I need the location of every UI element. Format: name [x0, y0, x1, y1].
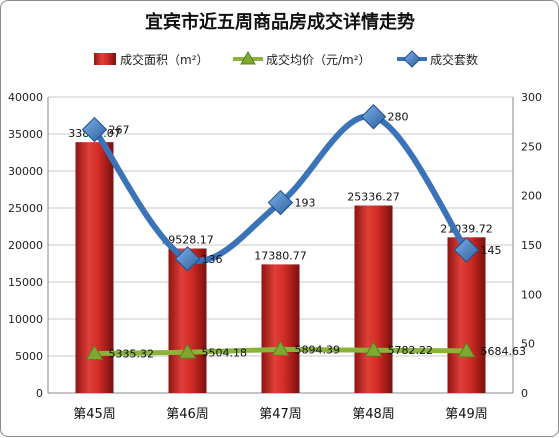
x-category-label: 第45周 [73, 407, 116, 422]
count-data-label: 145 [481, 244, 502, 257]
bar-series [75, 142, 486, 393]
bar-data-label: 21039.72 [440, 222, 493, 235]
bar-data-label: 25336.27 [347, 191, 400, 204]
y-left-tick-label: 15000 [8, 276, 43, 289]
count-line-series: 267 136 193 280 145 [81, 104, 502, 272]
legend: 成交面积（m²） 成交均价（元/m²） 成交套数 [94, 50, 478, 68]
count-data-label: 193 [295, 197, 316, 210]
price-data-label: 5782.22 [388, 344, 434, 357]
price-marker [364, 341, 383, 357]
price-data-label: 5684.63 [481, 345, 527, 358]
y-right-tick-label: 50 [521, 338, 535, 351]
price-marker [457, 341, 476, 358]
y-left-tick-label: 20000 [8, 239, 43, 252]
count-data-label: 136 [202, 253, 223, 266]
count-marker [360, 104, 387, 130]
bar [261, 264, 300, 393]
x-category-label: 第48周 [352, 407, 395, 422]
legend-swatch-price-marker [240, 51, 256, 65]
bar [168, 248, 207, 393]
bar [354, 205, 393, 393]
count-marker [267, 189, 294, 216]
legend-swatch-bar [94, 53, 116, 65]
x-category-label: 第47周 [259, 407, 302, 422]
count-marker [81, 116, 108, 143]
x-category-label: 第46周 [166, 407, 209, 422]
y-left-tick-label: 5000 [15, 350, 43, 363]
y-right-tick-label: 0 [521, 387, 528, 400]
x-axis-ticks: 第45周 第46周 第47周 第48周 第49周 [73, 407, 488, 422]
bar [447, 237, 486, 393]
legend-label: 成交套数 [430, 52, 478, 67]
y-left-tick-label: 35000 [8, 128, 43, 141]
price-marker [85, 344, 104, 361]
y-right-tick-label: 250 [521, 140, 542, 153]
legend-label: 成交面积（m²） [120, 52, 209, 67]
y-left-axis-ticks: 0 5000 10000 15000 20000 25000 30000 35000 40000 [8, 91, 43, 400]
price-marker [271, 340, 290, 356]
x-category-label: 第49周 [445, 407, 488, 422]
bar-data-label: 19528.17 [161, 233, 214, 246]
y-right-tick-label: 150 [521, 239, 542, 252]
price-data-label: 5504.18 [202, 346, 248, 359]
count-data-label: 267 [109, 124, 130, 137]
price-data-label: 5894.39 [295, 343, 341, 356]
chart-title: 宜宾市近五周商品房成交详情走势 [145, 11, 415, 33]
bar-data-label: 17380.77 [254, 249, 307, 262]
legend-swatch-count-marker [403, 50, 421, 68]
y-left-tick-label: 30000 [8, 165, 43, 178]
price-line-series: 5335.32 5504.18 5894.39 5782.22 5684.63 [85, 340, 527, 361]
legend-label: 成交均价（元/m²） [266, 52, 371, 67]
y-right-tick-label: 300 [521, 91, 542, 104]
y-right-axis-ticks: 0 50 100 150 200 250 300 [521, 91, 542, 400]
y-left-tick-label: 10000 [8, 313, 43, 326]
count-marker [174, 246, 201, 272]
y-right-tick-label: 200 [521, 190, 542, 203]
y-right-tick-label: 100 [521, 288, 542, 301]
count-data-label: 280 [388, 111, 409, 124]
count-marker [453, 237, 480, 263]
y-left-tick-label: 40000 [8, 91, 43, 104]
price-marker [178, 343, 197, 359]
count-line [91, 113, 470, 264]
y-left-tick-label: 25000 [8, 202, 43, 215]
price-data-label: 5335.32 [109, 348, 155, 361]
y-left-tick-label: 0 [36, 387, 43, 400]
